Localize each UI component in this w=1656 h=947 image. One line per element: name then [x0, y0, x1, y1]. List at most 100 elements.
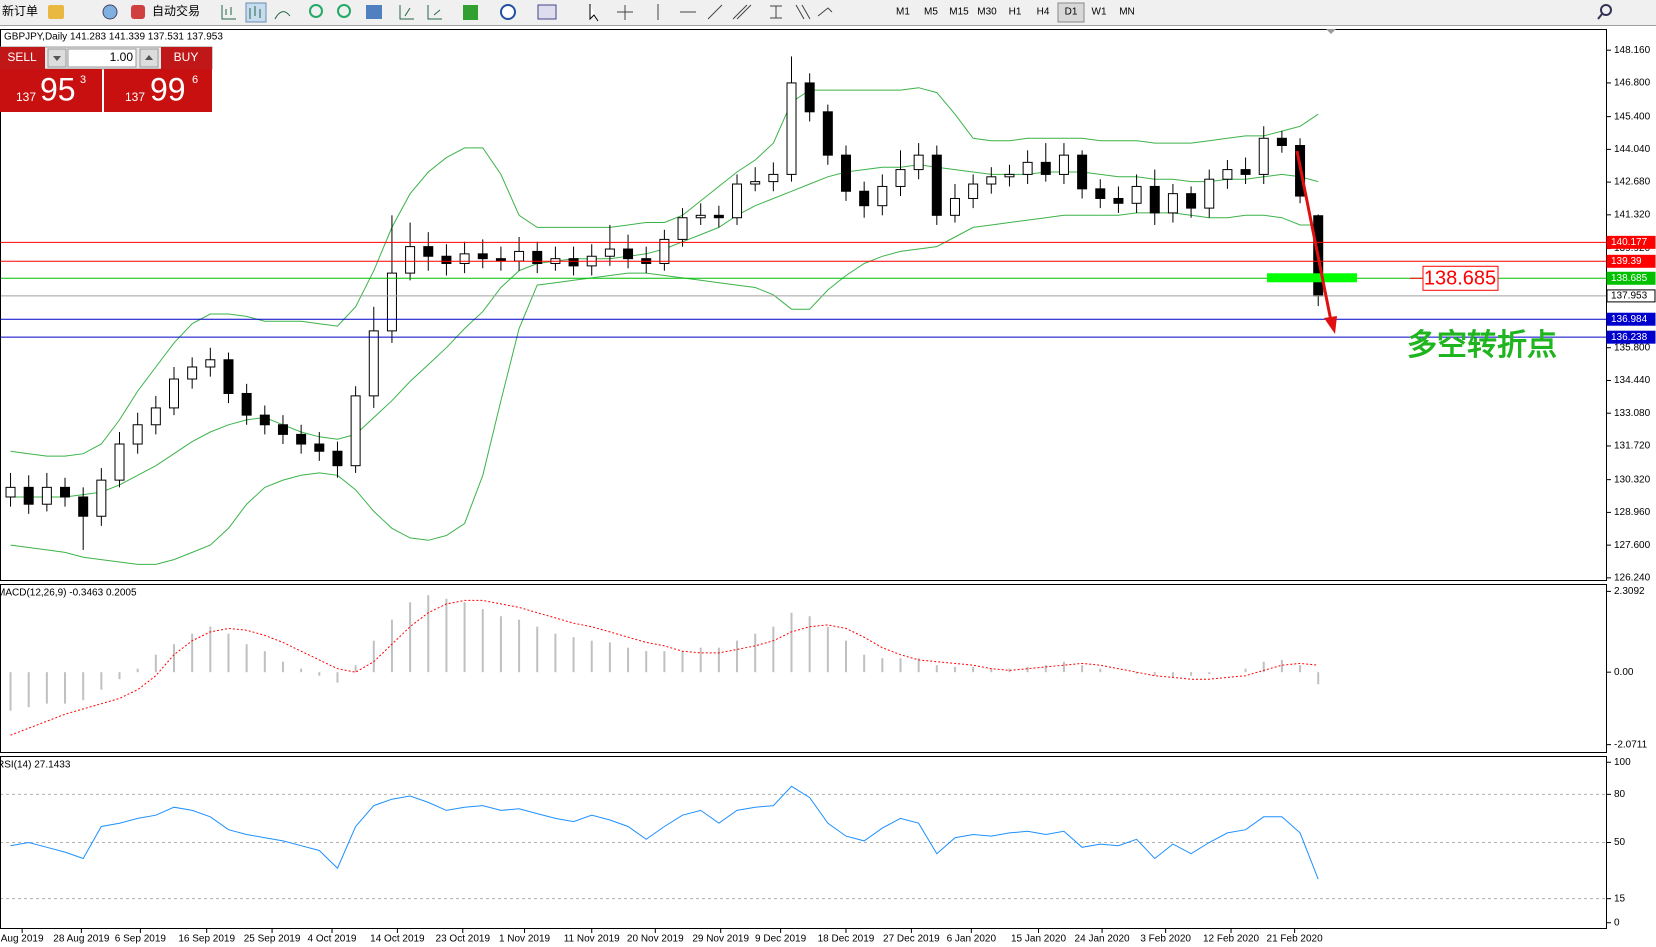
candle-body — [804, 82, 815, 113]
timeframe-button[interactable]: D1 — [1065, 7, 1078, 18]
candle-body — [41, 486, 52, 505]
icon[interactable] — [817, 7, 833, 17]
icon[interactable] — [795, 4, 811, 20]
lot-input[interactable] — [67, 48, 137, 68]
candle-body — [96, 479, 107, 517]
y-tick-label: 127.600 — [1614, 540, 1651, 551]
icon[interactable] — [309, 4, 323, 18]
lot-value[interactable]: 1.00 — [110, 50, 134, 64]
candle-body — [332, 450, 343, 467]
charts: 138.685 多空转折点 148.160 146.800 145.400 144.040… — [0, 29, 1656, 945]
candle-body — [840, 154, 851, 192]
timeframe-button[interactable]: M15 — [949, 7, 969, 18]
icon[interactable] — [131, 5, 145, 19]
icon[interactable] — [537, 4, 557, 20]
sell-button[interactable] — [0, 47, 45, 69]
icon[interactable] — [617, 5, 633, 20]
icon[interactable] — [589, 4, 599, 22]
chart-panel: 100 80 50 15 0 RSI(14) 27.1433 Aug 2019 28 Aug … — [0, 756, 1631, 945]
buy-price-box[interactable] — [104, 69, 212, 112]
x-tick-label: 1 Nov 2019 — [499, 934, 551, 945]
plot: 138.685 多空转折点 — [1, 56, 1606, 565]
x-tick-label: 21 Feb 2020 — [1267, 934, 1324, 945]
icon[interactable] — [463, 5, 478, 20]
bollinger-band — [10, 212, 1319, 565]
candle-body — [350, 395, 361, 467]
y-tick-label: 0 — [1614, 917, 1620, 928]
candle-body — [713, 214, 724, 219]
x-tick-label: 24 Jan 2020 — [1075, 934, 1130, 945]
candle-body — [441, 255, 452, 264]
icon[interactable] — [48, 5, 64, 19]
sell-big-figure[interactable]: 137 — [16, 90, 36, 104]
candle-body — [205, 359, 216, 368]
x-tick-label: 18 Dec 2019 — [818, 934, 875, 945]
timeframe-button[interactable]: MN — [1119, 7, 1135, 18]
timeframe-button[interactable]: M1 — [896, 7, 910, 18]
search-icon[interactable] — [1597, 13, 1603, 20]
buy-button[interactable] — [161, 47, 212, 69]
sell-pips[interactable]: 95 — [40, 71, 76, 107]
timeframe-button[interactable]: H4 — [1037, 7, 1050, 18]
candle-body — [604, 248, 615, 257]
bollinger-band — [10, 87, 1319, 457]
icon[interactable] — [102, 4, 118, 20]
price-level-tag — [1606, 235, 1656, 249]
candle-body — [1276, 137, 1287, 147]
icon[interactable] — [732, 4, 752, 20]
icon[interactable] — [399, 5, 414, 20]
search-icon[interactable] — [1600, 4, 1612, 16]
icon[interactable] — [500, 4, 516, 20]
plot-area — [0, 29, 1607, 581]
timeframe-button[interactable]: M5 — [924, 7, 938, 18]
candle-body — [459, 253, 470, 264]
y-tick-label: 128.960 — [1614, 507, 1651, 518]
candle-body — [78, 496, 89, 517]
candle-body — [732, 183, 743, 219]
candle-body — [1204, 178, 1215, 209]
candle-body — [314, 443, 325, 452]
indicator-title: MACD(12,26,9) -0.3463 0.2005 — [0, 588, 137, 599]
timeframe-button[interactable]: M30 — [977, 7, 997, 18]
auto-trading-button[interactable]: 自动交易 — [152, 3, 200, 18]
icon[interactable] — [337, 4, 351, 18]
sell-price-box[interactable] — [0, 69, 102, 112]
candle-body — [1167, 193, 1178, 214]
plot-area — [0, 584, 1607, 753]
icon[interactable] — [221, 5, 236, 20]
timeframe-button[interactable]: H1 — [1009, 7, 1022, 18]
icon[interactable] — [427, 5, 442, 20]
sell-fraction[interactable]: 3 — [80, 74, 86, 86]
y-tick-label: 131.720 — [1614, 441, 1651, 452]
candle-body — [1186, 193, 1197, 209]
candle-body — [895, 169, 906, 187]
callout-box — [1422, 265, 1499, 291]
trend-arrow — [1295, 150, 1333, 322]
candle-body — [877, 185, 888, 207]
icon[interactable] — [770, 5, 782, 19]
price-level-label: 138.685 — [1611, 273, 1648, 284]
chart-shift-marker — [1326, 29, 1336, 34]
icon[interactable] — [707, 4, 723, 20]
buy-big-figure[interactable]: 137 — [125, 90, 145, 104]
candle-body — [368, 330, 379, 397]
y-tick-label: 135.800 — [1614, 342, 1651, 353]
y-tick-label: 141.320 — [1614, 209, 1651, 220]
new-order-button[interactable]: 新订单 — [2, 3, 38, 18]
candle-body — [150, 407, 161, 426]
buy-fraction[interactable]: 6 — [192, 74, 198, 86]
sell-label[interactable]: SELL — [7, 50, 37, 64]
buy-pips[interactable]: 99 — [150, 71, 186, 107]
price-level-label: 136.984 — [1611, 314, 1648, 325]
icon[interactable] — [245, 2, 267, 23]
candle-body — [23, 486, 34, 505]
icon[interactable] — [366, 5, 382, 19]
icon[interactable] — [249, 6, 261, 19]
buy-label[interactable]: BUY — [174, 50, 199, 64]
timeframe-button[interactable]: W1 — [1092, 7, 1107, 18]
y-tick-label: 126.240 — [1614, 573, 1651, 584]
candle-body — [677, 217, 688, 240]
icon[interactable] — [274, 11, 291, 20]
x-tick-label: 29 Nov 2019 — [692, 934, 749, 945]
